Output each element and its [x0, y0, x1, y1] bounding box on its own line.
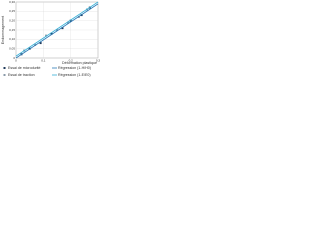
x-axis-label: Déformation plastique — [62, 61, 97, 65]
data-point — [66, 21, 69, 24]
chart: Endommagement Déformation plastique D = … — [1, 0, 100, 77]
x-tick-label: 0,2 — [69, 58, 74, 62]
x-tick-label: 0,1 — [41, 58, 46, 62]
legend-label: Essai de traction — [8, 73, 35, 77]
data-point — [61, 27, 64, 30]
data-point — [50, 32, 53, 35]
data-point — [56, 29, 58, 31]
data-point — [45, 34, 48, 37]
y-tick-label: 0,25 — [9, 9, 15, 13]
data-point — [69, 19, 72, 22]
regression-line — [15, 3, 99, 59]
regression-line — [15, 1, 99, 57]
y-tick-label: 0,20 — [9, 18, 15, 22]
data-point — [39, 42, 42, 45]
legend-label: Régression (1-E/E0) — [58, 73, 91, 77]
legend-swatch — [3, 67, 6, 69]
x-tick-label: 0 — [15, 58, 17, 62]
y-axis-label: Endommagement — [1, 16, 5, 44]
legend-label: Régression (1-H/H0) — [58, 66, 91, 70]
y-tick-label: 0,30 — [9, 0, 15, 4]
x-tick-label: 0,3 — [96, 58, 100, 62]
y-tick-label: 0 — [13, 56, 15, 60]
y-tick-label: 0,05 — [9, 46, 15, 50]
legend-swatch — [3, 74, 6, 76]
y-tick-label: 0,10 — [9, 37, 15, 41]
legend-label: Essai de microdurité — [8, 66, 41, 70]
y-tick-label: 0,15 — [9, 28, 15, 32]
